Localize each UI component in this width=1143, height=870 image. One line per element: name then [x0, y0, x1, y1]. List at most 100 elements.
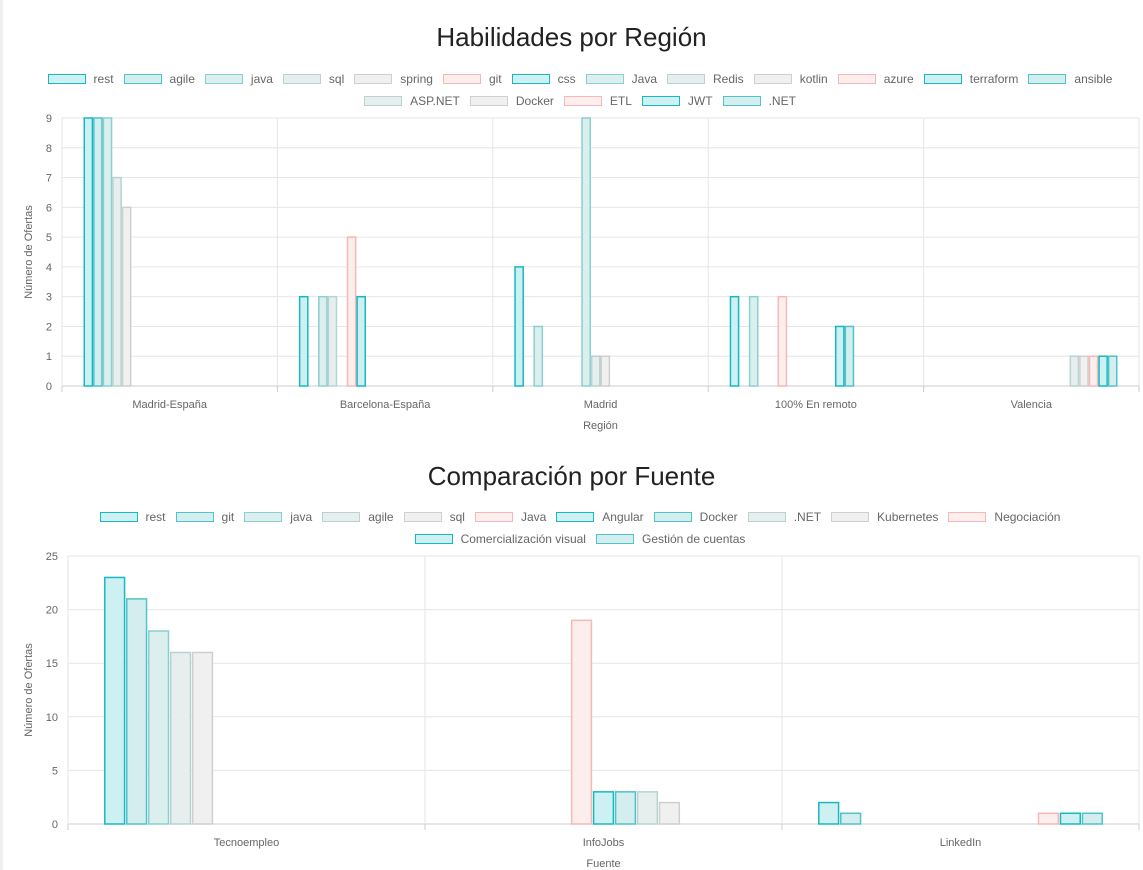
- y-tick-label: 15: [46, 658, 58, 670]
- bar-tecnoempleo-agile[interactable]: [169, 651, 192, 825]
- legend-item-docker[interactable]: Docker: [653, 509, 738, 525]
- bar-valencia-etl[interactable]: [1088, 355, 1099, 387]
- legend-item-kotlin[interactable]: kotlin: [753, 71, 828, 87]
- legend-item-java[interactable]: java: [204, 71, 273, 87]
- chart-title-source: Comparación por Fuente: [427, 461, 716, 491]
- legend-label: Docker: [699, 510, 738, 524]
- bar-tecnoempleo-rest[interactable]: [104, 576, 126, 825]
- legend-item-git[interactable]: git: [442, 71, 502, 87]
- bar-madrid-java[interactable]: [533, 325, 544, 387]
- legend-item-docker[interactable]: Docker: [469, 93, 554, 109]
- legend-item-angular[interactable]: Angular: [556, 509, 644, 525]
- legend-item-sql[interactable]: sql: [282, 71, 344, 87]
- legend-item-css[interactable]: css: [511, 71, 576, 87]
- bar-madrid-españa-agile[interactable]: [93, 117, 103, 387]
- bar-infojobs-docker[interactable]: [614, 791, 637, 825]
- legend-swatch: [556, 512, 595, 522]
- legend-source: rest git java agile sql Java Angular Docker .NET…: [30, 509, 1130, 547]
- bar-infojobs-angular[interactable]: [592, 791, 615, 825]
- y-tick-label: 6: [46, 202, 52, 214]
- legend-item-java[interactable]: Java: [585, 71, 657, 87]
- bar-madrid-rest[interactable]: [514, 266, 524, 387]
- bar-madrid-españa-spring[interactable]: [121, 206, 132, 387]
- bar-barcelona-españa-sql[interactable]: [327, 295, 338, 387]
- x-tick-label: InfoJobs: [583, 837, 625, 849]
- bar-tecnoempleo-java[interactable]: [147, 630, 170, 825]
- legend-item-redis[interactable]: Redis: [667, 71, 744, 87]
- legend-label: Java: [631, 72, 657, 86]
- legend-item-java[interactable]: Java: [474, 509, 546, 525]
- legend-item-git[interactable]: git: [175, 509, 234, 525]
- y-tick-label: 1: [46, 351, 52, 363]
- legend-swatch: [474, 512, 513, 522]
- chart-title-region: Habilidades por Región: [436, 22, 707, 52]
- legend-item-gestión-de-cuentas[interactable]: Gestión de cuentas: [595, 531, 746, 547]
- bar-tecnoempleo-sql[interactable]: [191, 651, 214, 825]
- bar-infojobs-net[interactable]: [636, 791, 659, 825]
- bar-madrid-españa-java[interactable]: [102, 117, 113, 387]
- legend-item-java[interactable]: java: [244, 509, 312, 525]
- legend-item-asp-net[interactable]: ASP.NET: [364, 93, 460, 109]
- legend-item-azure[interactable]: azure: [837, 71, 914, 87]
- legend-item-agile[interactable]: agile: [123, 71, 195, 87]
- legend-item-terraform[interactable]: terraform: [923, 71, 1018, 87]
- legend-label: azure: [883, 72, 914, 86]
- bar-madrid-redis[interactable]: [590, 355, 601, 387]
- bar-barcelona-españa-css[interactable]: [356, 295, 366, 387]
- legend-label: git: [488, 72, 502, 86]
- bar-linkedin-gestión-de-cuentas[interactable]: [1081, 812, 1103, 825]
- legend-swatch: [99, 512, 138, 522]
- legend-item-sql[interactable]: sql: [403, 509, 465, 525]
- y-tick-label: 3: [46, 292, 52, 304]
- legend-item-rest[interactable]: rest: [99, 509, 166, 525]
- bar-100-en-remoto-ansible[interactable]: [844, 325, 855, 387]
- legend-label: .NET: [793, 510, 822, 524]
- legend-item-jwt[interactable]: JWT: [641, 93, 713, 109]
- legend-item-ansible[interactable]: ansible: [1028, 71, 1112, 87]
- bar-linkedin-comercialización-visual[interactable]: [1059, 812, 1081, 825]
- bar-tecnoempleo-git[interactable]: [126, 598, 148, 825]
- legend-item-kubernetes[interactable]: Kubernetes: [831, 509, 938, 525]
- bar-barcelona-españa-git[interactable]: [346, 236, 357, 387]
- legend-item-net[interactable]: .NET: [747, 509, 822, 525]
- legend-item-agile[interactable]: agile: [322, 509, 394, 525]
- legend-swatch: [837, 74, 876, 84]
- legend-item-spring[interactable]: spring: [354, 71, 433, 87]
- legend-item-comercialización-visual[interactable]: Comercialización visual: [414, 531, 586, 547]
- x-tick-label: Madrid: [584, 399, 618, 411]
- legend-item-negociación[interactable]: Negociación: [948, 509, 1060, 525]
- legend-label: Docker: [515, 94, 554, 108]
- bar-valencia-asp-net[interactable]: [1069, 355, 1080, 387]
- bar-infojobs-kubernetes[interactable]: [658, 801, 681, 825]
- bar-linkedin-rest[interactable]: [818, 801, 840, 825]
- y-axis-title: Número de Ofertas: [23, 205, 35, 299]
- legend-item-rest[interactable]: rest: [47, 71, 114, 87]
- bar-valencia-jwt[interactable]: [1098, 355, 1108, 387]
- x-tick-label: Madrid-España: [132, 399, 207, 411]
- bar-madrid-españa-sql[interactable]: [112, 176, 122, 387]
- bar-barcelona-españa-rest[interactable]: [298, 295, 309, 387]
- legend-item-etl[interactable]: ETL: [563, 93, 632, 109]
- bar-100-en-remoto-rest[interactable]: [729, 295, 740, 387]
- legend-swatch: [414, 534, 453, 544]
- bar-valencia-docker[interactable]: [1079, 355, 1089, 387]
- bar-infojobs-java[interactable]: [570, 619, 593, 825]
- bar-100-en-remoto-java[interactable]: [748, 295, 759, 387]
- bar-madrid-españa-rest[interactable]: [83, 117, 94, 387]
- bar-linkedin-git[interactable]: [840, 812, 862, 825]
- legend-swatch: [123, 74, 162, 84]
- bar-linkedin-negociación[interactable]: [1037, 812, 1060, 825]
- bar-valencia-net[interactable]: [1107, 355, 1118, 387]
- bar-100-en-remoto-git[interactable]: [777, 295, 788, 387]
- bar-madrid-java[interactable]: [581, 117, 591, 387]
- legend-item-net[interactable]: .NET: [722, 93, 796, 109]
- legend-swatch: [511, 74, 550, 84]
- bar-madrid-kotlin[interactable]: [600, 355, 611, 387]
- legend-label: Gestión de cuentas: [641, 532, 746, 546]
- bar-barcelona-españa-java[interactable]: [318, 295, 328, 387]
- legend-swatch: [244, 512, 283, 522]
- bar-100-en-remoto-terraform[interactable]: [835, 325, 845, 387]
- legend-swatch: [47, 74, 86, 84]
- legend-label: sql: [449, 510, 465, 524]
